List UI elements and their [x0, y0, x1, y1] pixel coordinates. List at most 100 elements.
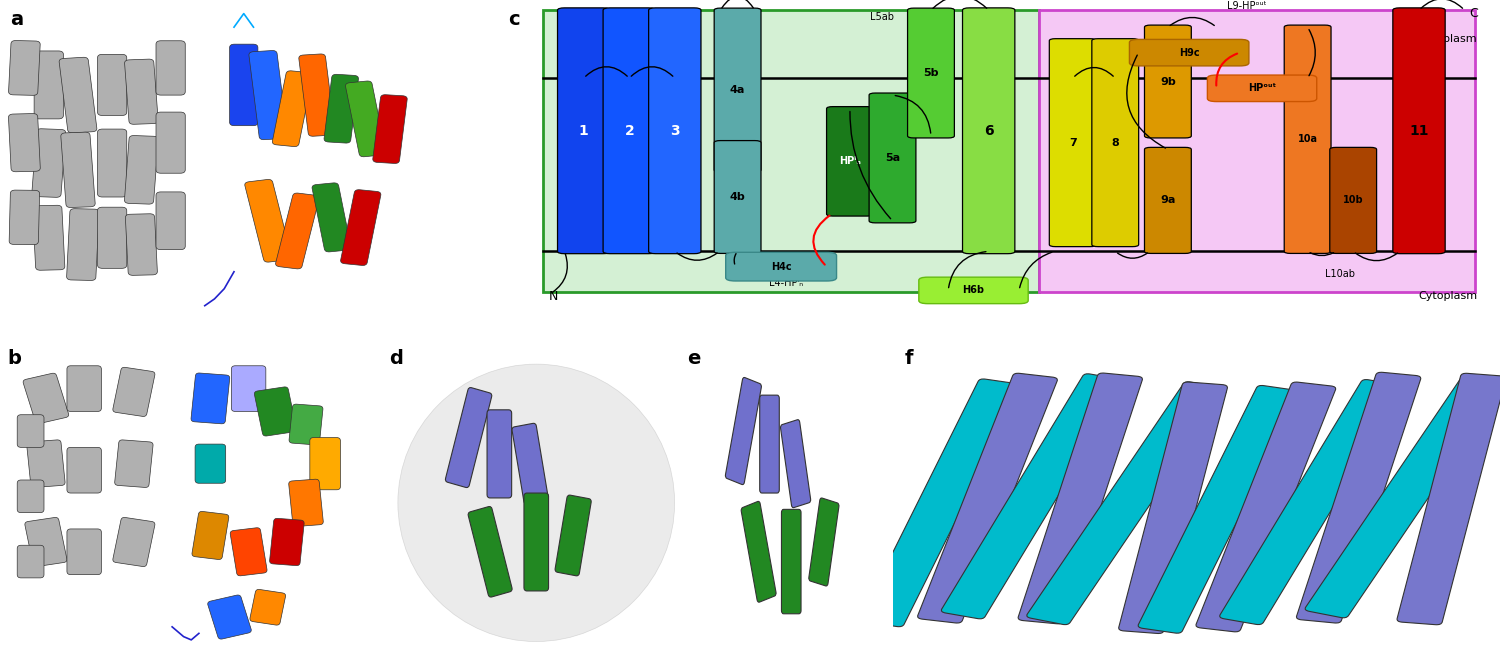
FancyBboxPatch shape: [859, 379, 1023, 627]
Text: 3: 3: [670, 124, 680, 138]
FancyBboxPatch shape: [827, 107, 873, 216]
Text: f: f: [904, 350, 914, 368]
FancyBboxPatch shape: [195, 444, 225, 484]
FancyBboxPatch shape: [276, 193, 320, 269]
Bar: [1040, 10, 1474, 292]
FancyBboxPatch shape: [780, 420, 810, 507]
FancyBboxPatch shape: [726, 378, 762, 485]
FancyBboxPatch shape: [488, 410, 512, 498]
FancyBboxPatch shape: [244, 179, 291, 262]
FancyBboxPatch shape: [1028, 382, 1227, 625]
FancyBboxPatch shape: [231, 366, 266, 412]
FancyBboxPatch shape: [68, 529, 102, 575]
FancyBboxPatch shape: [190, 373, 230, 424]
FancyBboxPatch shape: [1208, 75, 1317, 101]
FancyBboxPatch shape: [124, 136, 159, 204]
Text: a: a: [9, 10, 22, 29]
Text: 8: 8: [1112, 138, 1119, 148]
FancyBboxPatch shape: [374, 95, 406, 163]
FancyBboxPatch shape: [298, 54, 334, 137]
Text: e: e: [687, 350, 700, 368]
Text: L9-HPᵒᵘᵗ: L9-HPᵒᵘᵗ: [1227, 1, 1266, 11]
FancyBboxPatch shape: [1144, 25, 1191, 138]
FancyBboxPatch shape: [156, 192, 184, 250]
FancyBboxPatch shape: [1305, 375, 1500, 618]
FancyBboxPatch shape: [555, 495, 591, 576]
Ellipse shape: [398, 364, 675, 641]
FancyBboxPatch shape: [251, 589, 285, 625]
FancyBboxPatch shape: [156, 112, 184, 173]
FancyBboxPatch shape: [124, 59, 158, 125]
FancyBboxPatch shape: [33, 205, 64, 270]
FancyBboxPatch shape: [312, 183, 351, 252]
Text: HPᵒᵘᵗ: HPᵒᵘᵗ: [1248, 83, 1276, 93]
FancyBboxPatch shape: [255, 387, 297, 436]
FancyBboxPatch shape: [1284, 25, 1330, 254]
FancyBboxPatch shape: [207, 595, 252, 639]
FancyBboxPatch shape: [558, 8, 610, 254]
Text: 6: 6: [984, 124, 993, 138]
FancyBboxPatch shape: [273, 71, 312, 147]
FancyBboxPatch shape: [27, 440, 64, 488]
FancyBboxPatch shape: [26, 517, 68, 567]
FancyBboxPatch shape: [68, 448, 102, 493]
Text: c: c: [507, 10, 519, 29]
Text: 1: 1: [579, 124, 588, 138]
FancyBboxPatch shape: [114, 440, 153, 488]
FancyBboxPatch shape: [9, 41, 40, 95]
FancyBboxPatch shape: [58, 57, 98, 133]
FancyBboxPatch shape: [1019, 373, 1143, 624]
FancyBboxPatch shape: [98, 55, 126, 115]
FancyBboxPatch shape: [920, 277, 1028, 304]
FancyBboxPatch shape: [741, 501, 776, 602]
Text: d: d: [388, 350, 402, 368]
FancyBboxPatch shape: [270, 518, 304, 565]
FancyBboxPatch shape: [1138, 386, 1300, 633]
FancyBboxPatch shape: [126, 214, 158, 275]
FancyBboxPatch shape: [868, 93, 916, 223]
FancyBboxPatch shape: [310, 438, 340, 490]
Text: Periplasm: Periplasm: [1424, 34, 1478, 44]
FancyBboxPatch shape: [230, 44, 258, 126]
FancyBboxPatch shape: [32, 129, 66, 197]
FancyBboxPatch shape: [66, 208, 99, 280]
FancyBboxPatch shape: [603, 8, 656, 254]
FancyBboxPatch shape: [22, 373, 69, 424]
Text: Cytoplasm: Cytoplasm: [1419, 291, 1478, 301]
FancyBboxPatch shape: [192, 511, 230, 559]
FancyBboxPatch shape: [98, 129, 126, 197]
FancyBboxPatch shape: [1119, 382, 1227, 633]
FancyBboxPatch shape: [714, 8, 760, 172]
FancyBboxPatch shape: [942, 374, 1126, 619]
FancyBboxPatch shape: [345, 81, 386, 157]
FancyBboxPatch shape: [714, 141, 760, 254]
FancyBboxPatch shape: [1130, 39, 1250, 66]
Text: 4a: 4a: [730, 85, 746, 95]
FancyBboxPatch shape: [288, 480, 324, 526]
FancyBboxPatch shape: [16, 415, 44, 448]
FancyBboxPatch shape: [808, 498, 838, 586]
FancyBboxPatch shape: [782, 509, 801, 614]
FancyBboxPatch shape: [1196, 382, 1335, 632]
Text: H4c: H4c: [771, 262, 792, 272]
FancyBboxPatch shape: [16, 480, 44, 513]
Text: 5b: 5b: [922, 68, 939, 78]
FancyBboxPatch shape: [918, 373, 1058, 623]
FancyBboxPatch shape: [1220, 380, 1406, 625]
FancyBboxPatch shape: [1394, 8, 1444, 254]
Text: 2: 2: [624, 124, 634, 138]
FancyBboxPatch shape: [230, 527, 267, 576]
Text: H9c: H9c: [1179, 48, 1200, 58]
FancyBboxPatch shape: [290, 404, 322, 445]
FancyBboxPatch shape: [98, 207, 126, 268]
FancyBboxPatch shape: [963, 8, 1016, 254]
Text: 9a: 9a: [1160, 195, 1176, 205]
Text: L4-HPᴵₙ: L4-HPᴵₙ: [770, 278, 804, 288]
Text: b: b: [8, 350, 21, 368]
Text: 10a: 10a: [1298, 135, 1317, 145]
Text: 9b: 9b: [1160, 77, 1176, 87]
FancyBboxPatch shape: [524, 493, 549, 591]
FancyBboxPatch shape: [340, 190, 381, 266]
Bar: [543, 10, 1040, 292]
FancyBboxPatch shape: [249, 51, 288, 140]
